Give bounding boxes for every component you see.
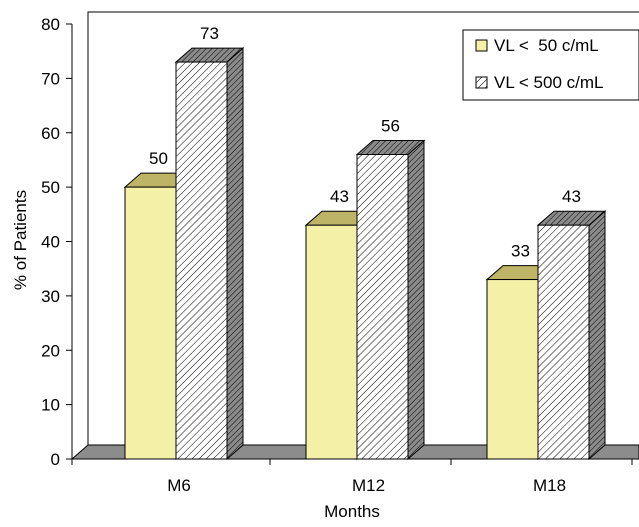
y-ticks: 0 10 20 30 40 50 60 70 80	[41, 15, 72, 469]
legend-box	[462, 29, 639, 101]
bar-side	[407, 139, 425, 461]
bar-front	[124, 186, 177, 460]
legend: VL < 50 c/mL VL < 500 c/mL	[462, 29, 639, 101]
legend-label-series-2: VL < 500 c/mL	[494, 73, 603, 92]
data-label: 43	[330, 187, 349, 206]
bar-m18-series-2: 43	[536, 187, 607, 461]
y-tick-label: 70	[41, 69, 60, 88]
y-tick-label: 50	[41, 178, 60, 197]
bar-front	[305, 224, 358, 460]
x-tick-label: M12	[352, 476, 385, 495]
data-label: 73	[200, 24, 219, 43]
x-tick-label: M18	[533, 476, 566, 495]
legend-swatch-series-2	[475, 76, 488, 89]
x-ticks: M6 M12 M18	[71, 459, 633, 495]
data-label: 43	[562, 187, 581, 206]
back-wall	[87, 11, 639, 459]
y-tick-label: 20	[41, 341, 60, 360]
bar-front	[356, 154, 409, 460]
y-axis-title: % of Patients	[11, 190, 30, 290]
data-label: 33	[511, 242, 530, 261]
bar-front	[486, 279, 539, 460]
x-tick-label: M6	[167, 476, 191, 495]
bar-m6-series-2: 73	[174, 24, 245, 461]
legend-label-series-1: VL < 50 c/mL	[494, 36, 599, 55]
bar-m12-series-2: 56	[355, 117, 426, 461]
y-tick-label: 30	[41, 287, 60, 306]
data-label: 50	[149, 149, 168, 168]
bar-front	[537, 224, 590, 460]
bar-side	[588, 210, 606, 461]
bar-side	[226, 46, 244, 461]
y-tick-label: 80	[41, 15, 60, 34]
y-tick-label: 10	[41, 396, 60, 415]
x-axis-title: Months	[324, 502, 380, 521]
bar-front	[175, 61, 228, 460]
y-tick-label: 0	[51, 450, 60, 469]
y-tick-label: 40	[41, 233, 60, 252]
y-tick-label: 60	[41, 124, 60, 143]
legend-swatch-series-1	[475, 39, 488, 52]
data-label: 56	[381, 117, 400, 136]
bars: 50 73 43 56 33 43	[123, 24, 607, 461]
